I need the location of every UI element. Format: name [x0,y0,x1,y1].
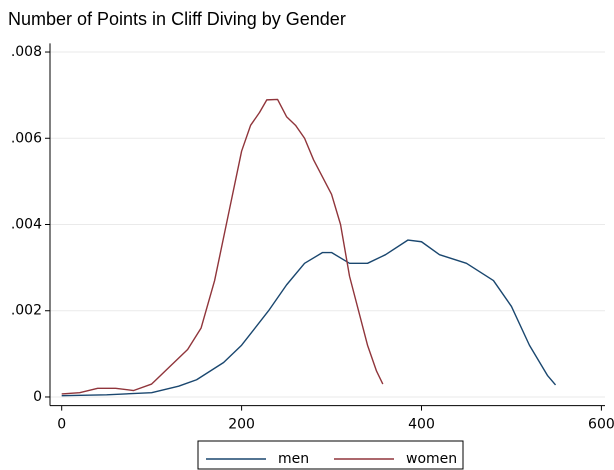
y-tick-label: .002 [11,303,42,319]
legend-label: men [278,451,309,467]
x-tick-label: 400 [408,417,435,433]
x-tick-label: 600 [588,417,614,433]
x-tick-label: 200 [228,417,255,433]
line [61,98,384,395]
y-tick-label: .006 [11,130,42,146]
legend-box [197,440,464,470]
y-tick-label: 0 [33,389,42,405]
x-tick-label: 0 [57,417,66,433]
y-tick-label: .008 [11,44,42,60]
line [61,239,557,397]
y-tick-label: .004 [11,217,42,233]
chart-title: Number of Points in Cliff Diving by Gend… [8,9,346,29]
legend-label: women [406,451,457,467]
